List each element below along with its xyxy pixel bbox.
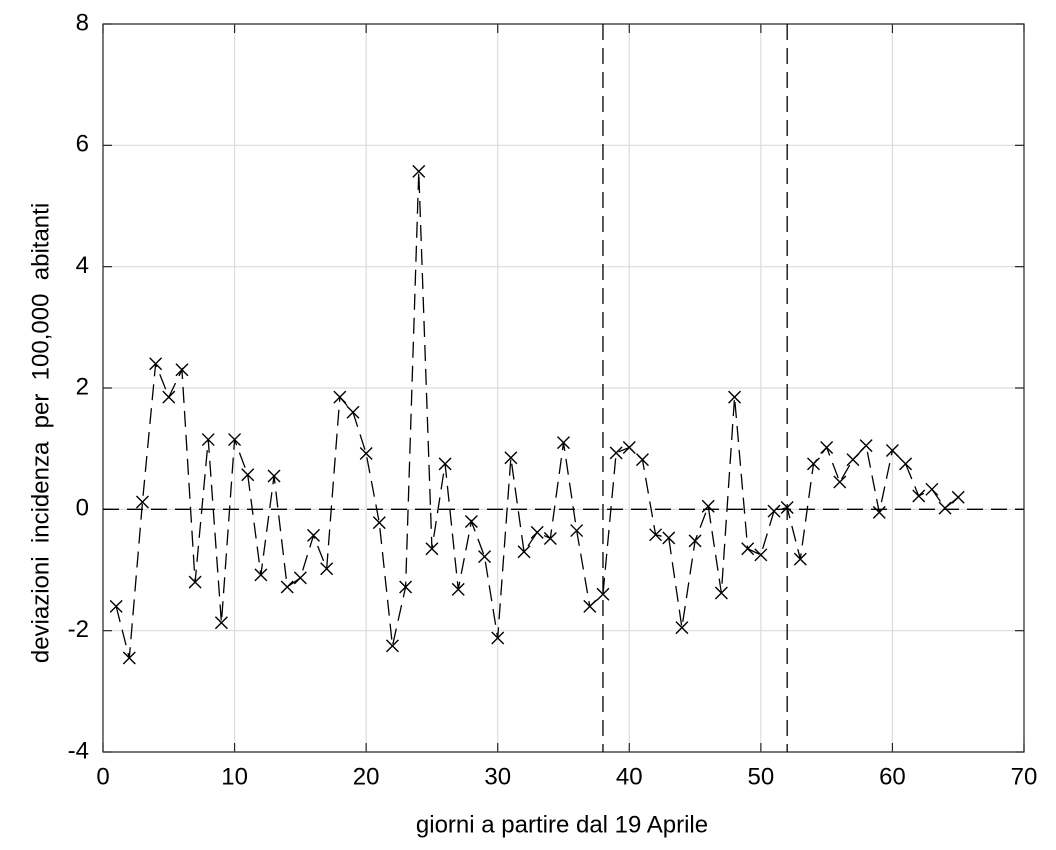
data-marker <box>399 580 413 594</box>
data-marker <box>530 525 544 539</box>
data-marker <box>714 586 728 600</box>
data-marker <box>491 631 505 645</box>
data-marker <box>201 433 215 447</box>
x-tick-label: 60 <box>879 763 906 790</box>
data-marker <box>951 490 965 504</box>
data-marker <box>925 482 939 496</box>
data-marker <box>451 582 465 596</box>
data-marker <box>359 447 373 461</box>
data-marker <box>241 468 255 482</box>
data-marker <box>662 531 676 545</box>
data-marker <box>517 545 531 559</box>
data-marker <box>872 505 886 519</box>
y-tick-label: -4 <box>68 737 89 764</box>
data-marker <box>162 390 176 404</box>
x-tick-label: 70 <box>1011 763 1038 790</box>
data-marker <box>135 495 149 509</box>
data-marker <box>741 542 755 556</box>
data-marker <box>372 516 386 530</box>
x-tick-label: 40 <box>616 763 643 790</box>
data-marker <box>504 451 518 465</box>
data-marker <box>675 621 689 635</box>
x-axis-label: giorni a partire dal 19 Aprile <box>416 811 708 838</box>
y-tick-label: 4 <box>76 252 89 279</box>
data-marker <box>175 363 189 377</box>
data-marker <box>385 639 399 653</box>
data-marker <box>570 524 584 538</box>
y-tick-label: -2 <box>68 616 89 643</box>
data-marker <box>320 562 334 576</box>
data-marker <box>754 548 768 562</box>
data-marker <box>425 542 439 556</box>
data-marker <box>688 534 702 548</box>
data-marker <box>557 436 570 450</box>
data-marker <box>912 489 926 503</box>
data-marker <box>833 475 847 489</box>
y-tick-label: 2 <box>76 373 89 400</box>
data-marker <box>438 457 452 471</box>
data-marker <box>859 439 873 453</box>
data-marker <box>149 357 163 371</box>
data-marker <box>583 599 597 613</box>
data-marker <box>767 504 781 518</box>
data-marker <box>622 440 636 454</box>
data-marker <box>333 390 347 404</box>
data-marker <box>701 499 715 513</box>
data-marker <box>412 164 426 178</box>
y-tick-label: 6 <box>76 131 89 158</box>
data-marker <box>280 580 294 594</box>
data-marker <box>820 440 834 454</box>
y-tick-label: 0 <box>76 495 89 522</box>
data-marker <box>122 651 136 665</box>
data-marker <box>188 575 202 589</box>
data-marker <box>885 443 899 457</box>
data-marker <box>899 457 913 471</box>
data-marker <box>109 599 123 613</box>
data-marker <box>293 571 307 585</box>
x-tick-label: 20 <box>353 763 380 790</box>
data-marker <box>780 501 794 515</box>
x-tick-label: 30 <box>484 763 511 790</box>
data-line <box>115 171 959 659</box>
data-marker <box>728 390 742 404</box>
data-marker <box>346 405 360 419</box>
data-marker <box>254 568 268 582</box>
data-marker <box>596 587 610 601</box>
data-marker <box>846 453 860 467</box>
plot-frame <box>102 23 1025 753</box>
data-marker <box>478 550 492 564</box>
data-marker <box>793 552 807 566</box>
data-marker <box>214 616 228 630</box>
data-marker <box>649 528 663 542</box>
data-marker <box>267 469 281 483</box>
data-marker <box>635 453 649 467</box>
data-marker <box>307 528 321 542</box>
data-marker <box>938 501 952 515</box>
data-marker <box>806 457 820 471</box>
x-tick-label: 0 <box>96 763 109 790</box>
data-marker <box>464 514 478 528</box>
data-marker <box>543 531 557 545</box>
data-marker <box>228 433 242 447</box>
x-tick-label: 50 <box>748 763 775 790</box>
y-tick-label: 8 <box>76 9 89 36</box>
data-marker <box>609 446 623 460</box>
y-axis-label: deviazioni incidenza per 100,000 abitant… <box>27 203 54 663</box>
x-tick-label: 10 <box>221 763 248 790</box>
